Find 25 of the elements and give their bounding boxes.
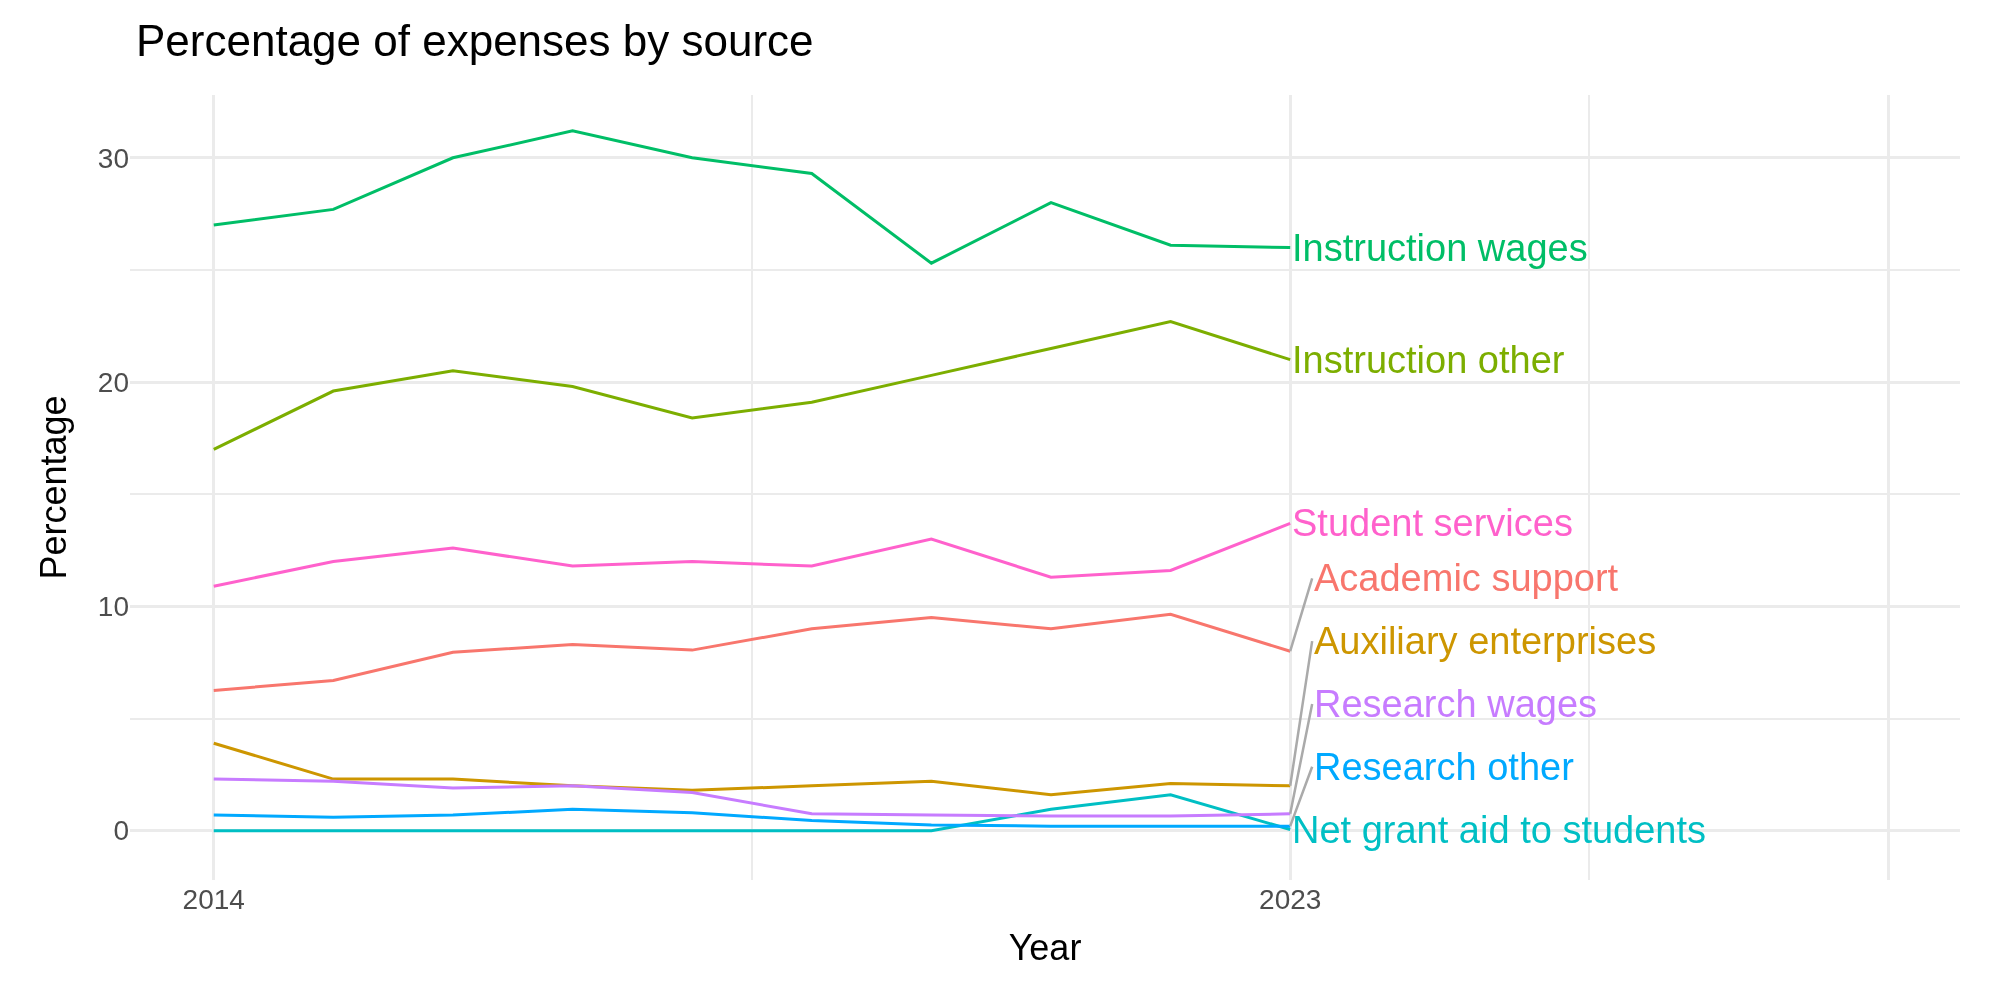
y-tick-label: 0: [113, 815, 129, 847]
line-series: [212, 741, 1292, 797]
line-series: [212, 521, 1292, 588]
x-tick-label: 2014: [182, 884, 245, 915]
series-label: Net grant aid to students: [1292, 809, 1707, 851]
x-axis-title: Year: [1008, 926, 1082, 968]
chart-title: Percentage of expenses by source: [136, 15, 814, 65]
line-series: [212, 777, 1292, 818]
series-label: Student services: [1292, 502, 1573, 544]
y-tick-label: 10: [97, 591, 129, 623]
line-series: [212, 793, 1292, 833]
text: Auxiliary enterprises: [1314, 620, 1657, 662]
line-series: [212, 320, 1292, 451]
y-tick-label: 30: [97, 142, 129, 174]
series-label: Instruction wages: [1292, 227, 1588, 269]
line-series: [212, 612, 1292, 692]
y-tick-label: 20: [97, 366, 129, 398]
series-label: Research other: [1314, 746, 1575, 788]
line-series: [212, 807, 1292, 828]
x-tick-label: 2023: [1259, 884, 1322, 915]
series-label: Instruction other: [1292, 339, 1565, 381]
line-series: [212, 129, 1292, 265]
series-label: Academic support: [1314, 557, 1619, 599]
text: Research wages: [1314, 683, 1598, 725]
y-axis-title: Percentage: [32, 395, 74, 580]
